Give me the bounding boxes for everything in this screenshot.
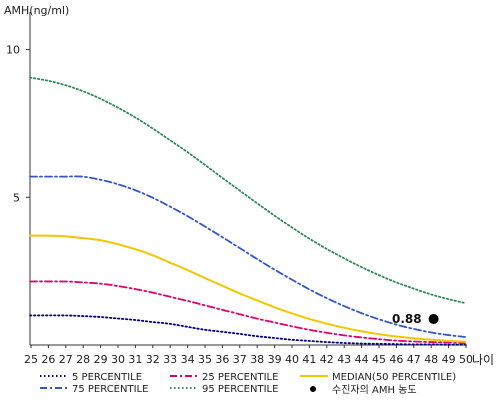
x-tick-label: 35	[198, 353, 212, 366]
y-tick-label: 10	[6, 44, 20, 57]
x-tick-label: 50	[459, 353, 473, 366]
x-tick-label: 34	[181, 353, 195, 366]
x-tick-label: 44	[355, 353, 369, 366]
x-tick-label: 32	[146, 353, 160, 366]
x-tick-label: 31	[128, 353, 142, 366]
x-tick-label: 46	[389, 353, 403, 366]
series-line-1	[29, 314, 466, 346]
legend: 5 PERCENTILE 25 PERCENTILE MEDIAN(50 PERCE…	[40, 372, 456, 396]
legend-point-label: 수진자의 AMH 농도	[332, 384, 417, 396]
patient-amh-value-label: 0.88	[392, 312, 422, 326]
point-group: 0.88	[392, 312, 439, 326]
x-tick-label: 27	[59, 353, 73, 366]
x-tick-label: 37	[233, 353, 247, 366]
legend-label-5: 95 PERCENTILE	[202, 384, 278, 395]
y-tick-label: 5	[13, 191, 20, 204]
x-tick-label: 38	[250, 353, 264, 366]
x-tick-label: 45	[372, 353, 386, 366]
x-tick-label: 29	[94, 353, 108, 366]
x-tick-label: 43	[337, 353, 351, 366]
x-axis-label: 나이	[472, 353, 494, 367]
x-tick-label: 47	[407, 353, 421, 366]
series-line-5	[29, 76, 466, 304]
x-tick-label: 39	[268, 353, 282, 366]
legend-label-1: 5 PERCENTILE	[72, 372, 142, 383]
series-line-3	[29, 234, 466, 343]
x-tick-label: 30	[111, 353, 125, 366]
x-tick-label: 49	[442, 353, 456, 366]
x-tick-label: 48	[424, 353, 438, 366]
x-tick-label: 36	[215, 353, 229, 366]
series-group	[29, 76, 466, 346]
legend-label-2: 25 PERCENTILE	[202, 372, 278, 383]
series-line-2	[29, 280, 466, 345]
x-tick-label: 25	[24, 353, 38, 366]
x-tick-label: 28	[76, 353, 90, 366]
series-line-4	[29, 175, 466, 338]
legend-label-4: 75 PERCENTILE	[72, 384, 148, 395]
x-tick-label: 26	[41, 353, 55, 366]
x-tick-label: 33	[163, 353, 177, 366]
x-tick-label: 40	[285, 353, 299, 366]
x-tick-label: 41	[302, 353, 316, 366]
patient-amh-point	[428, 314, 439, 324]
legend-point-marker	[310, 386, 316, 392]
x-tick-label: 42	[320, 353, 334, 366]
y-axis-label: AMH(ng/ml)	[4, 4, 69, 17]
legend-label-3: MEDIAN(50 PERCENTILE)	[332, 372, 456, 383]
